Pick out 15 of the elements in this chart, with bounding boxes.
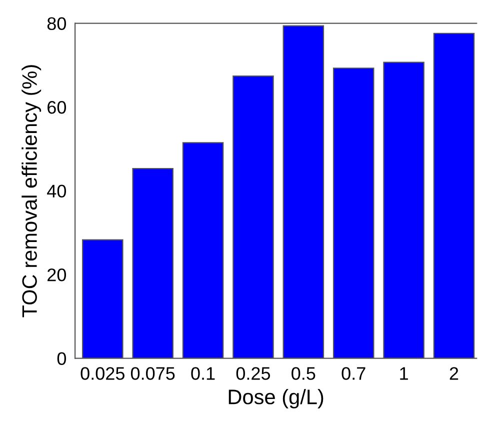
y-tick-label: 20 xyxy=(48,268,66,282)
x-tick-label: 0.1 xyxy=(191,367,215,380)
y-tick-label: 80 xyxy=(47,17,66,30)
x-tick-label: 0.5 xyxy=(292,367,316,380)
x-tick-label: 0.25 xyxy=(236,367,270,380)
y-tick-label: 40 xyxy=(47,184,66,198)
x-axis-title: Dose (g/L) xyxy=(228,389,324,408)
x-tick-label: 0.025 xyxy=(80,367,124,380)
x-tick-label: 0.075 xyxy=(130,367,175,380)
y-tick-label: 60 xyxy=(48,100,66,114)
x-tick-label: 1 xyxy=(400,367,408,380)
x-tick-label: 0.7 xyxy=(342,367,366,380)
y-axis-title: TOC removal efficiency (%) xyxy=(22,65,42,318)
y-tick-label: 0 xyxy=(57,352,66,365)
x-tick-label: 2 xyxy=(450,367,458,380)
